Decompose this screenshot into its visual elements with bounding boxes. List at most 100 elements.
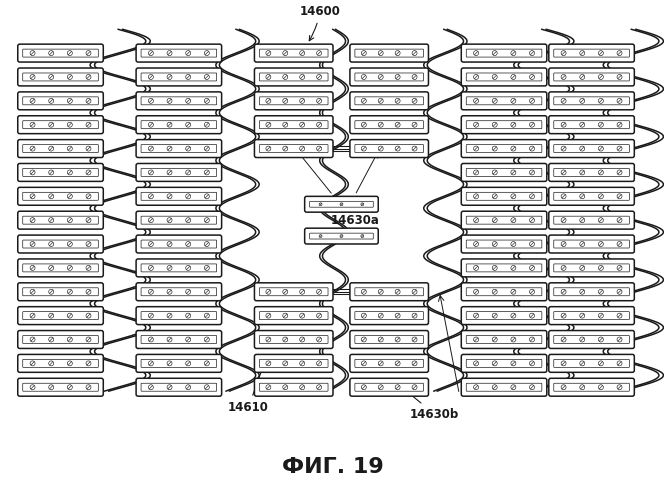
Circle shape	[362, 98, 366, 103]
Circle shape	[511, 266, 516, 270]
FancyBboxPatch shape	[350, 378, 428, 396]
Circle shape	[579, 361, 585, 366]
FancyBboxPatch shape	[350, 330, 428, 348]
Circle shape	[511, 74, 516, 80]
FancyBboxPatch shape	[254, 330, 333, 348]
FancyBboxPatch shape	[254, 306, 333, 324]
FancyBboxPatch shape	[136, 68, 222, 86]
Circle shape	[511, 384, 516, 390]
FancyBboxPatch shape	[350, 283, 428, 300]
Circle shape	[412, 290, 417, 294]
FancyBboxPatch shape	[549, 140, 634, 158]
Circle shape	[204, 74, 209, 80]
Circle shape	[316, 290, 322, 294]
FancyBboxPatch shape	[136, 92, 222, 110]
Circle shape	[186, 313, 190, 318]
FancyBboxPatch shape	[466, 168, 542, 176]
FancyBboxPatch shape	[553, 216, 629, 224]
FancyBboxPatch shape	[18, 306, 103, 324]
Circle shape	[492, 290, 498, 294]
Circle shape	[67, 361, 73, 366]
Circle shape	[266, 361, 271, 366]
Circle shape	[492, 170, 498, 175]
Circle shape	[474, 290, 479, 294]
FancyBboxPatch shape	[304, 196, 378, 212]
Circle shape	[283, 361, 288, 366]
Circle shape	[86, 122, 91, 127]
Circle shape	[149, 170, 153, 175]
Circle shape	[529, 337, 535, 342]
FancyBboxPatch shape	[18, 44, 103, 62]
FancyBboxPatch shape	[141, 216, 216, 224]
Circle shape	[412, 313, 417, 318]
Circle shape	[579, 313, 585, 318]
FancyBboxPatch shape	[350, 306, 428, 324]
Circle shape	[474, 74, 479, 80]
Circle shape	[316, 74, 322, 80]
Circle shape	[67, 218, 73, 222]
Circle shape	[395, 384, 400, 390]
FancyBboxPatch shape	[23, 73, 99, 81]
Circle shape	[617, 290, 622, 294]
Circle shape	[167, 290, 172, 294]
FancyBboxPatch shape	[260, 120, 328, 128]
Circle shape	[617, 50, 622, 56]
FancyBboxPatch shape	[466, 240, 542, 248]
FancyBboxPatch shape	[18, 378, 103, 396]
Circle shape	[474, 194, 479, 199]
FancyBboxPatch shape	[136, 378, 222, 396]
Circle shape	[474, 266, 479, 270]
Circle shape	[86, 242, 91, 246]
FancyBboxPatch shape	[549, 44, 634, 62]
Circle shape	[492, 146, 498, 151]
Circle shape	[617, 361, 622, 366]
Circle shape	[319, 234, 322, 238]
Circle shape	[598, 146, 603, 151]
Circle shape	[529, 242, 535, 246]
FancyBboxPatch shape	[462, 140, 547, 158]
Circle shape	[617, 170, 622, 175]
Circle shape	[86, 337, 91, 342]
Circle shape	[617, 337, 622, 342]
Circle shape	[529, 194, 535, 199]
FancyBboxPatch shape	[549, 330, 634, 348]
Circle shape	[492, 266, 498, 270]
Circle shape	[30, 313, 35, 318]
FancyBboxPatch shape	[23, 336, 99, 344]
Circle shape	[561, 266, 566, 270]
Circle shape	[529, 290, 535, 294]
Circle shape	[30, 337, 35, 342]
Circle shape	[617, 74, 622, 80]
FancyBboxPatch shape	[553, 240, 629, 248]
Circle shape	[319, 203, 322, 205]
Circle shape	[316, 122, 322, 127]
Circle shape	[617, 98, 622, 103]
Circle shape	[529, 384, 535, 390]
Circle shape	[511, 98, 516, 103]
Circle shape	[529, 170, 535, 175]
Circle shape	[316, 361, 322, 366]
Circle shape	[529, 313, 535, 318]
FancyBboxPatch shape	[462, 211, 547, 229]
Circle shape	[300, 74, 304, 80]
FancyBboxPatch shape	[462, 283, 547, 300]
Circle shape	[283, 50, 288, 56]
Circle shape	[186, 50, 190, 56]
Circle shape	[186, 146, 190, 151]
Circle shape	[149, 50, 153, 56]
Circle shape	[283, 98, 288, 103]
FancyBboxPatch shape	[553, 49, 629, 57]
Circle shape	[474, 122, 479, 127]
Circle shape	[186, 194, 190, 199]
FancyBboxPatch shape	[18, 235, 103, 253]
Circle shape	[340, 234, 343, 238]
Circle shape	[204, 194, 209, 199]
Text: 14630a: 14630a	[330, 198, 380, 226]
FancyBboxPatch shape	[254, 116, 333, 134]
Text: ФИГ. 19: ФИГ. 19	[282, 457, 384, 477]
Circle shape	[598, 242, 603, 246]
FancyBboxPatch shape	[18, 259, 103, 277]
Circle shape	[579, 337, 585, 342]
FancyBboxPatch shape	[141, 384, 216, 391]
Circle shape	[598, 337, 603, 342]
